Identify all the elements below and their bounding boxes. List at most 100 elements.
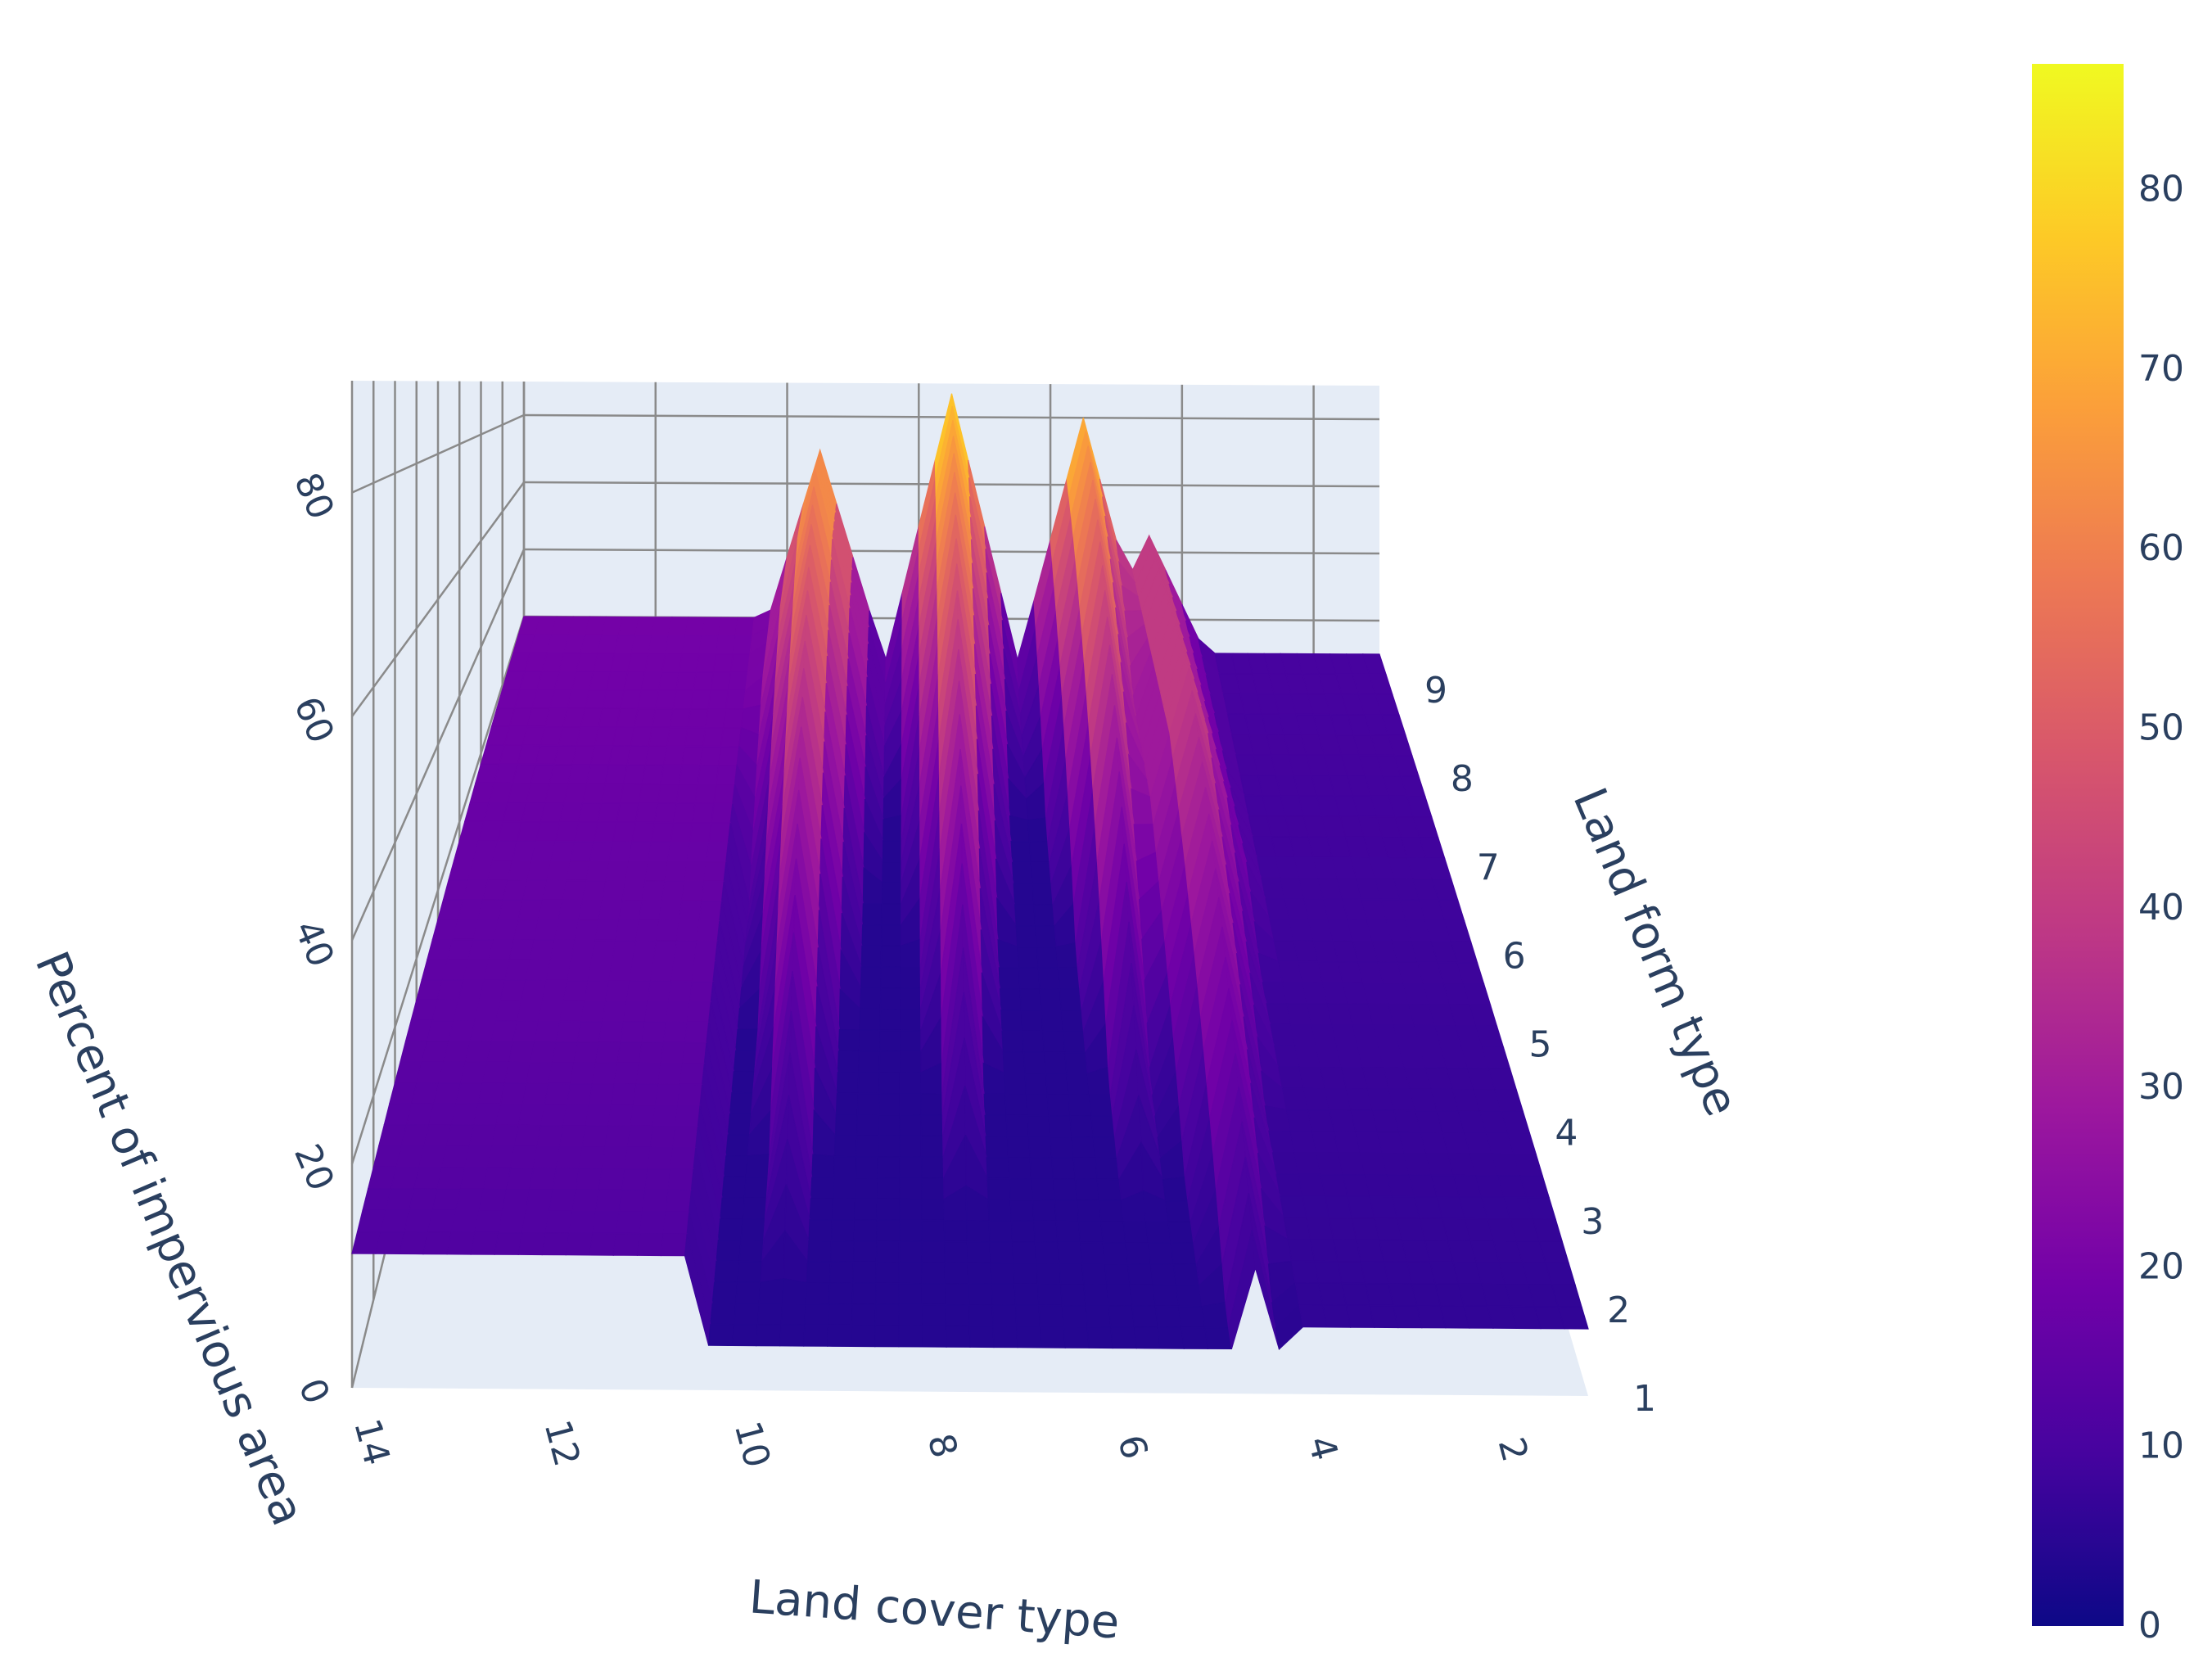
surface-cell [878,1050,901,1073]
surface-cell [990,1262,1015,1285]
surface-cell [851,1282,877,1305]
surface-cell [630,1104,657,1127]
surface-cell [710,1303,737,1326]
surface-cell [494,1231,523,1255]
surface-cell [450,1209,481,1233]
surface-cell [921,1219,946,1243]
surface-cell [857,1072,880,1095]
surface-cell [1100,1221,1126,1244]
surface-cell [804,1303,830,1326]
surface-cell [491,1124,520,1148]
surface-cell [854,1198,878,1221]
surface-cell [619,783,643,804]
surface-cell [734,617,755,637]
surface-cell [878,1072,901,1095]
surface-cell [667,1168,694,1191]
surface-cell [657,783,680,804]
surface-cell [647,1146,674,1170]
surface-cell [601,1146,629,1170]
z-axis-title: Percent of impervious area [25,944,314,1533]
surface-cell [732,635,753,655]
surface-cell [828,1282,854,1305]
surface-cell [644,861,669,882]
surface-cell [921,1303,947,1327]
surface-cell [642,1190,669,1213]
surface-cell [920,1093,943,1116]
surface-cell [860,945,883,968]
surface-cell [681,635,703,654]
surface-cell [729,653,751,673]
surface-cell [1283,1217,1311,1240]
surface-cell [1028,1136,1053,1159]
surface-cell [506,1167,535,1190]
surface-cell [661,880,685,901]
surface-cell [835,1092,859,1115]
surface-cell [681,745,704,766]
surface-cell [566,1082,594,1105]
surface-cell [707,1323,735,1347]
surface-cell [898,1325,923,1348]
surface-cell [1031,1178,1056,1201]
surface-cell [986,1177,1011,1201]
surface-cell [627,1125,654,1149]
surface-cell [1020,1009,1044,1032]
surface-cell [652,940,678,962]
surface-cell [1008,1157,1032,1180]
surface-cell [686,841,710,863]
surface-cell [899,1177,923,1200]
surface-cell [687,708,709,729]
surface [351,393,1589,1351]
z-tick-label: 60 [286,691,342,749]
surface-cell [1165,1199,1192,1223]
surface-cell [856,1092,880,1116]
surface-cell [552,1168,580,1190]
surface-cell [718,745,740,766]
surface-cell [1025,1094,1050,1117]
surface-cell [1287,1239,1316,1263]
surface-cell [1030,861,1052,884]
surface-cell [1275,1173,1303,1197]
surface-cell [945,1325,971,1348]
surface-cell [668,980,693,1002]
surface-cell [1098,1199,1124,1222]
surface-cell [716,635,736,655]
surface-cell [829,1261,855,1284]
surface-cell [725,1134,751,1157]
x-tick-label: 12 [535,1416,588,1470]
surface-cell [900,1009,922,1032]
surface-cell [662,1021,688,1044]
surface-cell [605,980,631,1002]
surface-cell [1009,815,1031,843]
colorbar-gradient [2032,64,2124,1626]
surface-cell [832,1177,857,1199]
surface-cell [464,1145,493,1168]
surface-cell [1557,1306,1589,1330]
surface-cell [851,1303,877,1326]
surface-cell [657,1063,684,1085]
surface-cell [1013,883,1035,906]
surface-cell [899,1072,922,1095]
surface-cell [517,1232,547,1256]
surface-cell [670,960,696,983]
surface-cell [544,1210,574,1234]
surface-cell [836,1071,860,1095]
surface-cell [1095,1157,1120,1181]
surface-cell [635,919,660,942]
surface-cell [805,1282,831,1305]
surface-cell [1016,1326,1042,1348]
surface-cell [1167,1221,1194,1244]
surface-cell [711,802,734,824]
surface-cell [876,1219,901,1242]
surface-cell [1201,1301,1230,1329]
surface-cell [718,617,738,636]
surface-cell [498,1210,527,1234]
surface-cell [880,966,901,989]
surface-cell [1294,1282,1324,1306]
surface-cell [1133,1326,1161,1349]
surface-cell [1106,1284,1133,1307]
surface-cell [672,1126,699,1149]
surface-cell [702,726,725,748]
surface-cell [731,1071,756,1094]
surface-cell [985,1136,1009,1159]
